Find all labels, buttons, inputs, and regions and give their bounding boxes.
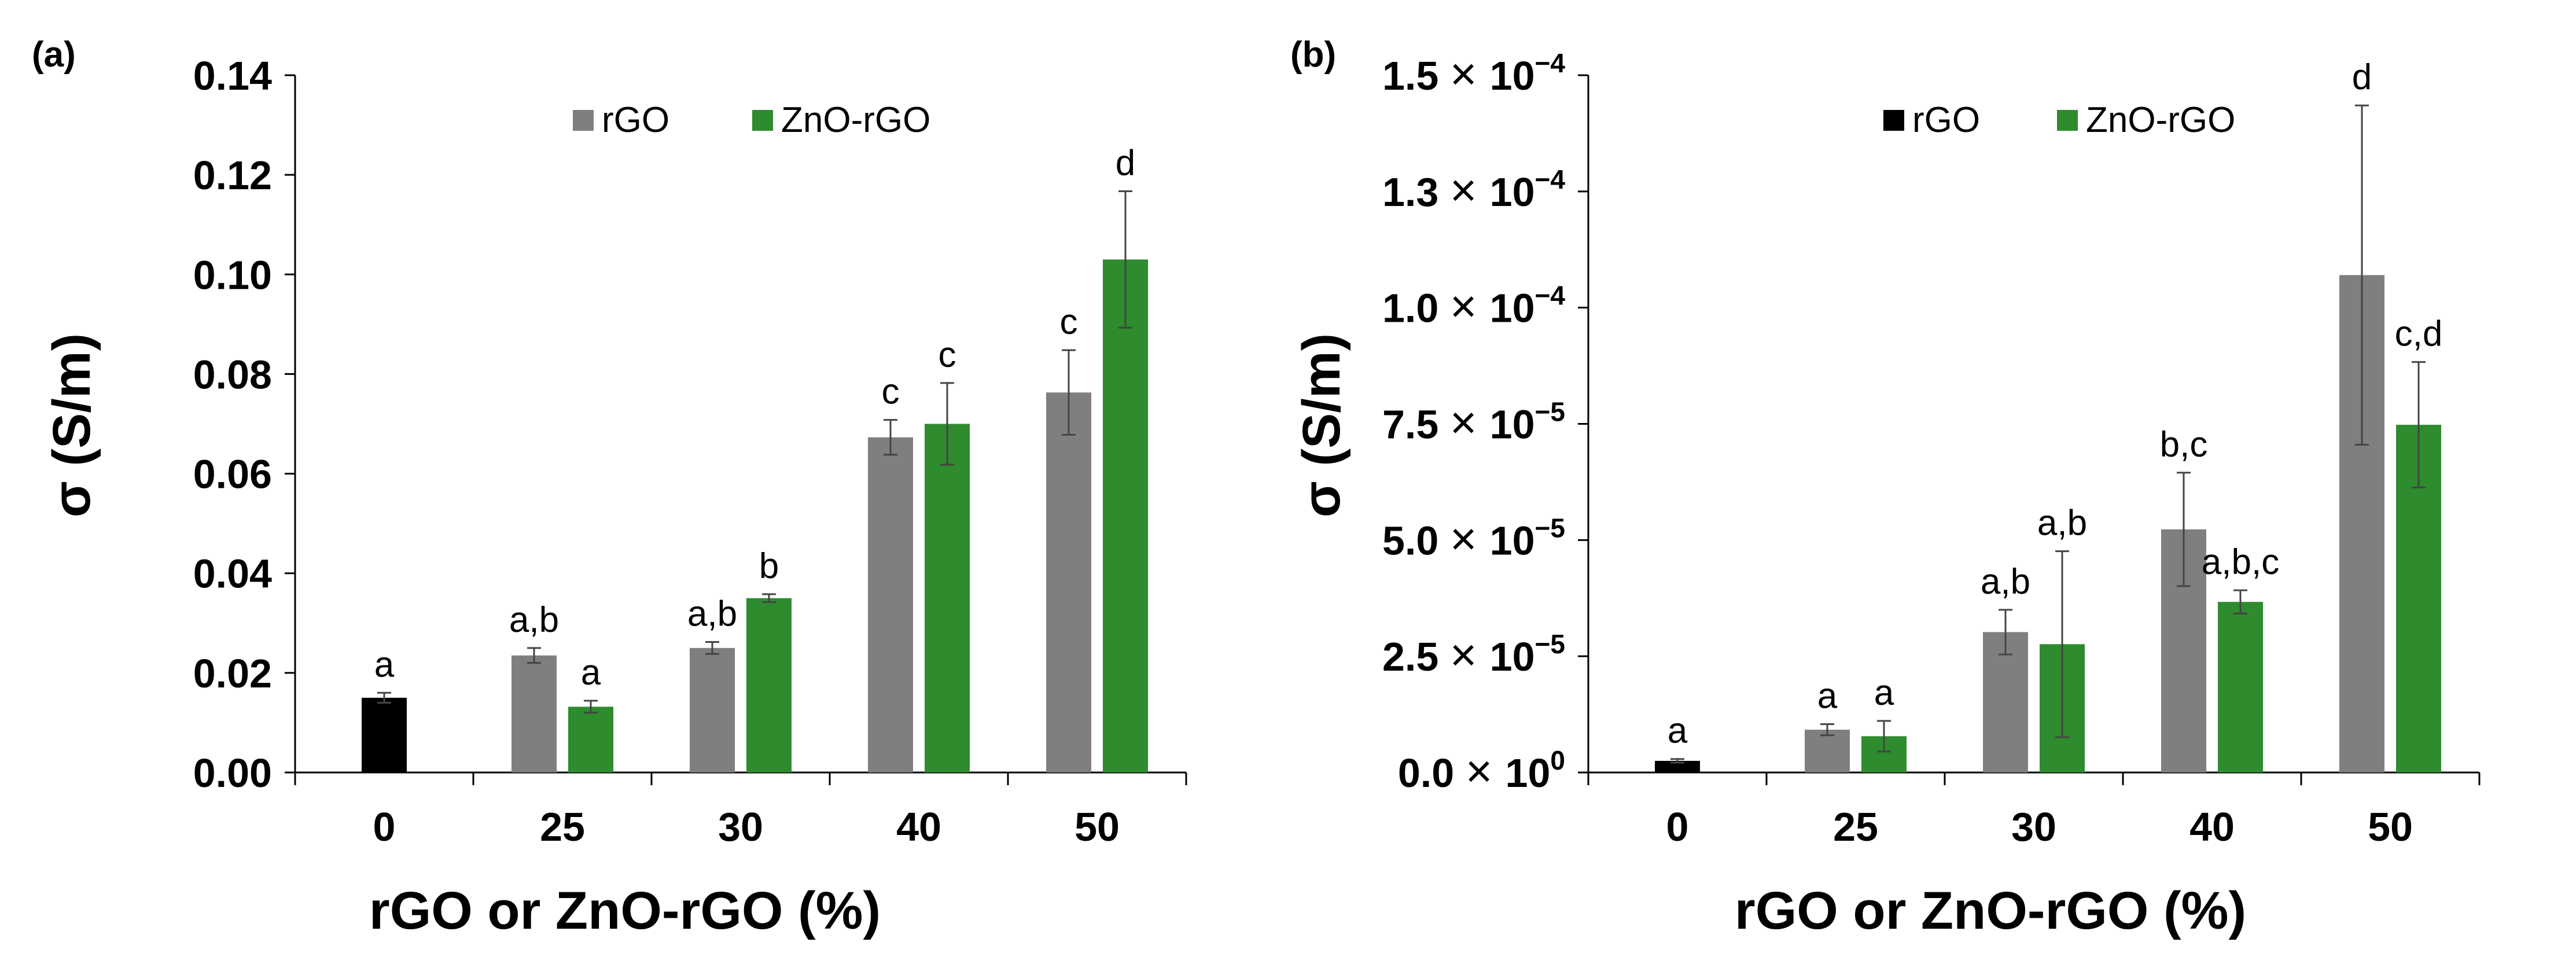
legend-swatch-zno-rgo (2057, 110, 2078, 131)
zno-rgo-significance-label: a,b,c (2202, 542, 2279, 582)
y-axis-title: σ (S/m) (1292, 333, 1351, 518)
x-tick-label: 0 (373, 804, 396, 849)
x-tick-label: 25 (540, 804, 585, 849)
y-tick-label: 0.06 (193, 452, 272, 497)
panel-label: (a) (32, 35, 76, 75)
chart-panel-a: (a) 0.00 0.02 0.04 0.06 0.08 0.10 0.12 0.14 0 25 30… (32, 35, 1187, 940)
y-tick-label: 0.08 (193, 352, 272, 397)
zno-rgo-bar (1103, 259, 1148, 772)
y-tick-label: 0.02 (193, 651, 272, 696)
rgo-significance-label: b,c (2160, 425, 2208, 465)
control-bar (1655, 760, 1700, 772)
control-significance-label: a (374, 645, 395, 685)
zno-rgo-significance-label: d (1116, 144, 1135, 183)
y-tick-label: 1.5 × 10−4 (1382, 48, 1565, 100)
zno-rgo-significance-label: b (759, 546, 779, 586)
legend-label-rgo: rGO (602, 100, 669, 140)
x-tick-label: 50 (2368, 804, 2413, 849)
y-axis-title: σ (S/m) (42, 333, 101, 518)
legend-label-rgo: rGO (1912, 100, 1980, 140)
y-tick-label: 2.5 × 10−5 (1382, 629, 1565, 680)
zno-rgo-bar (925, 424, 970, 772)
rgo-significance-label: a,b (509, 600, 559, 640)
zno-rgo-bar (568, 707, 613, 772)
legend-swatch-rgo (573, 110, 594, 131)
legend-label-zno-rgo: ZnO-rGO (781, 100, 930, 140)
control-bar (362, 697, 407, 772)
x-tick-label: 30 (718, 804, 763, 849)
zno-rgo-bar (746, 598, 792, 772)
y-tick-label: 0.12 (193, 153, 272, 198)
y-tick-label: 7.5 × 10−5 (1382, 397, 1565, 448)
rgo-significance-label: d (2352, 57, 2372, 97)
chart-panel-b: (b) 0.0 × 100 2.5 × 10−5 5.0 × 10−5 7.5 × 10… (1290, 35, 2481, 940)
rgo-bar (1805, 730, 1850, 772)
x-axis-title: rGO or ZnO-rGO (%) (369, 881, 881, 940)
x-tick-label: 40 (896, 804, 941, 849)
zno-rgo-significance-label: a (581, 653, 601, 693)
legend-label-zno-rgo: ZnO-rGO (2086, 100, 2235, 140)
rgo-bar (690, 647, 735, 772)
x-tick-label: 25 (1833, 804, 1878, 849)
zno-rgo-significance-label: a,b (2037, 503, 2087, 543)
x-tick-label: 50 (1074, 804, 1120, 849)
y-tick-label: 5.0 × 10−5 (1382, 513, 1565, 564)
y-tick-label: 1.3 × 10−4 (1382, 164, 1565, 216)
x-axis-title: rGO or ZnO-rGO (%) (1735, 881, 2246, 940)
rgo-significance-label: a,b (687, 594, 737, 634)
y-tick-label: 0.00 (193, 750, 272, 796)
panel-label: (b) (1290, 35, 1336, 75)
x-tick-label: 30 (2011, 804, 2056, 849)
rgo-significance-label: c (882, 372, 900, 412)
rgo-significance-label: c (1060, 302, 1078, 342)
legend-swatch-zno-rgo (752, 110, 773, 131)
zno-rgo-significance-label: a (1874, 673, 1894, 713)
zno-rgo-significance-label: c (939, 335, 956, 375)
y-tick-label: 0.14 (193, 53, 272, 98)
rgo-significance-label: a,b (1981, 562, 2030, 602)
y-tick-label: 1.0 × 10−4 (1382, 281, 1565, 332)
rgo-bar (868, 437, 913, 772)
rgo-bar (1046, 392, 1091, 772)
legend-swatch-rgo (1883, 110, 1904, 131)
zno-rgo-bar (2218, 602, 2263, 772)
zno-rgo-significance-label: c,d (2395, 314, 2443, 354)
y-tick-label: 0.04 (193, 551, 272, 597)
rgo-significance-label: a (1817, 676, 1838, 716)
x-tick-label: 0 (1666, 804, 1689, 849)
y-tick-label: 0.10 (193, 252, 272, 297)
rgo-bar (1983, 632, 2028, 772)
rgo-bar (511, 655, 557, 772)
y-tick-label: 0.0 × 100 (1398, 745, 1565, 797)
control-significance-label: a (1668, 711, 1688, 751)
x-tick-label: 40 (2189, 804, 2235, 849)
